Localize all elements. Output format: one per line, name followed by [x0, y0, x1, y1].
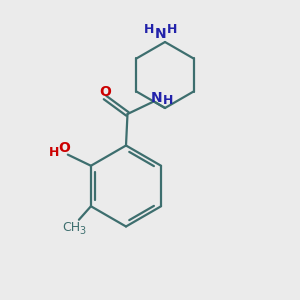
Text: H: H: [144, 23, 154, 36]
Text: H: H: [49, 146, 59, 159]
Text: H: H: [163, 94, 173, 107]
Text: N: N: [151, 91, 163, 105]
Text: CH: CH: [62, 221, 80, 234]
Text: 3: 3: [80, 226, 86, 236]
Text: H: H: [167, 23, 177, 36]
Text: N: N: [155, 27, 166, 40]
Text: O: O: [99, 85, 111, 99]
Text: O: O: [58, 141, 70, 155]
